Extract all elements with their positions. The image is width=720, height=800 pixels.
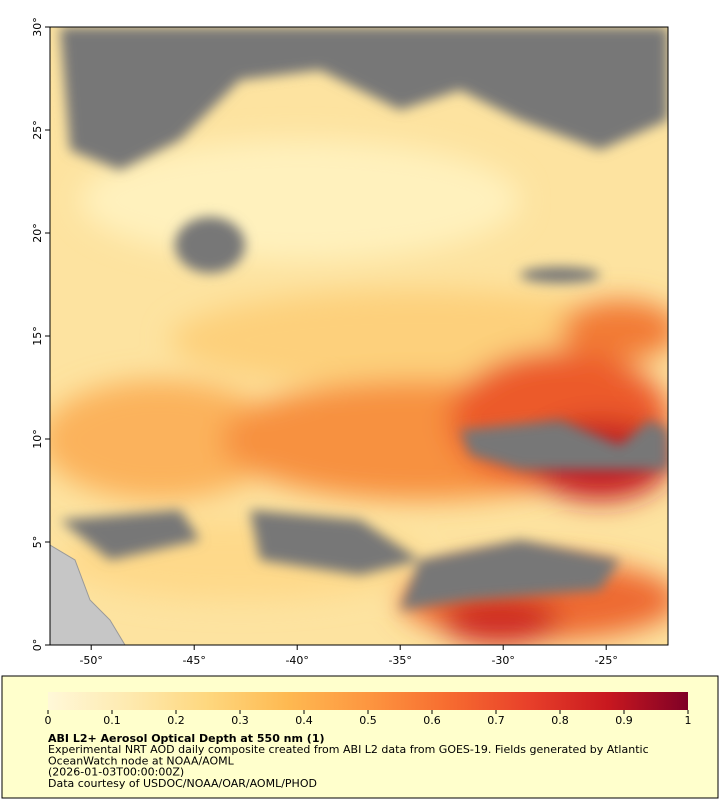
colorbar-tick-label: 0 [45, 714, 52, 727]
colorbar-tick-label: 1 [685, 714, 692, 727]
x-tick-label: -50° [79, 654, 102, 667]
y-tick-label: 10° [31, 429, 44, 449]
y-tick-label: 15° [31, 326, 44, 346]
x-tick-label: -35° [388, 654, 411, 667]
y-tick-label: 5° [31, 536, 44, 549]
colorbar-tick-label: 0.4 [295, 714, 313, 727]
colorbar-tick-label: 0.1 [103, 714, 121, 727]
x-tick-label: -40° [285, 654, 308, 667]
caption-line: OceanWatch node at NOAA/AOML [48, 754, 235, 767]
colorbar-tick-label: 0.9 [615, 714, 633, 727]
caption-line: (2026-01-03T00:00:00Z) [48, 766, 184, 779]
colorbar-tick-label: 0.6 [423, 714, 441, 727]
caption-line: Experimental NRT AOD daily composite cre… [48, 743, 649, 756]
y-tick-label: 20° [31, 223, 44, 243]
y-tick-label: 25° [31, 120, 44, 140]
x-tick-label: -45° [182, 654, 205, 667]
caption-line: Data courtesy of USDOC/NOAA/OAR/AOML/PHO… [48, 777, 317, 790]
colorbar [48, 692, 688, 710]
colorbar-tick-label: 0.7 [487, 714, 505, 727]
x-tick-label: -25° [594, 654, 617, 667]
colorbar-tick-label: 0.8 [551, 714, 569, 727]
x-tick-label: -30° [491, 654, 514, 667]
y-tick-label: 0° [31, 639, 44, 652]
colorbar-tick-label: 0.3 [231, 714, 249, 727]
aod-field [50, 27, 668, 645]
y-tick-label: 30° [31, 17, 44, 37]
colorbar-tick-label: 0.2 [167, 714, 185, 727]
colorbar-tick-label: 0.5 [359, 714, 377, 727]
caption-title: ABI L2+ Aerosol Optical Depth at 550 nm … [48, 732, 325, 745]
